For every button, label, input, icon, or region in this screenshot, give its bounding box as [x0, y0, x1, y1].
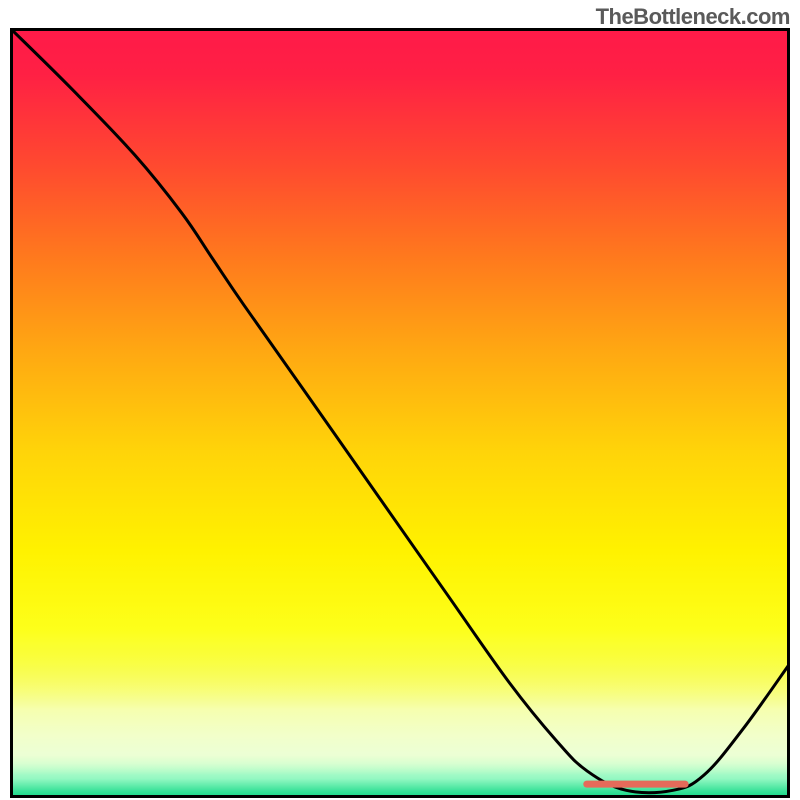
bottleneck-chart [10, 28, 790, 798]
chart-root: TheBottleneck.com [0, 0, 800, 800]
optimal-zone-marker [583, 781, 688, 788]
watermark-text: TheBottleneck.com [596, 4, 790, 30]
light-band [10, 644, 790, 775]
